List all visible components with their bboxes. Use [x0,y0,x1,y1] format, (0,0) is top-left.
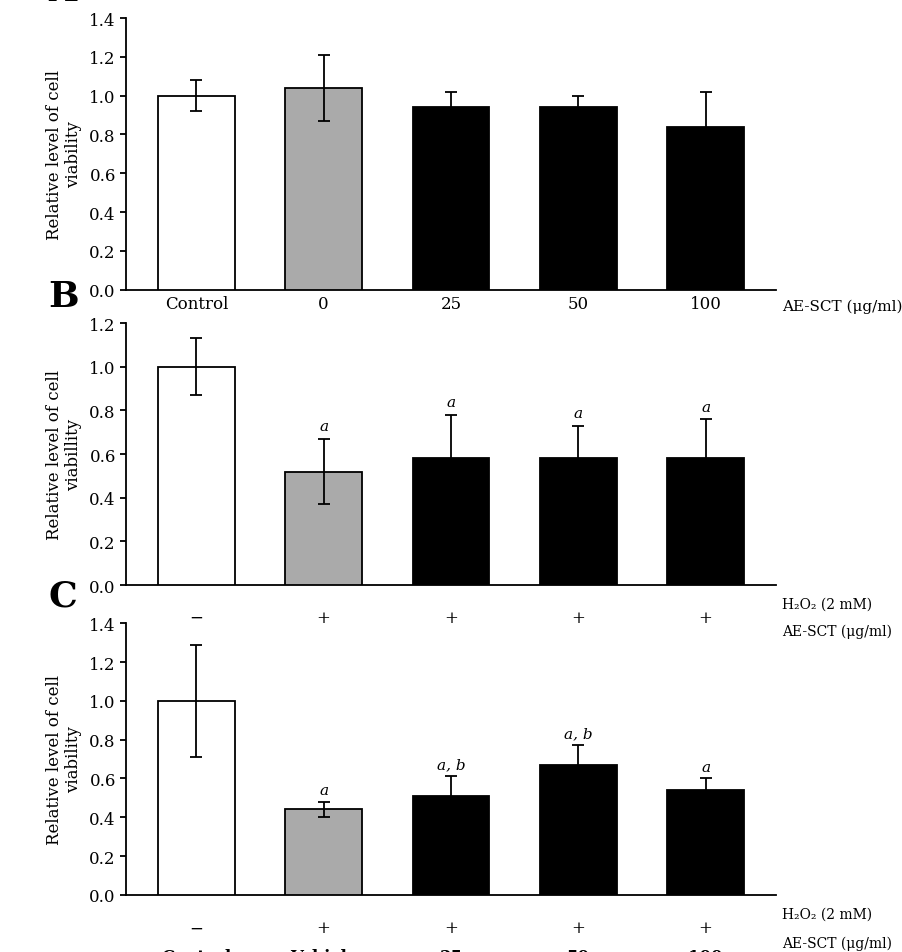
Text: a, b: a, b [564,726,593,741]
Y-axis label: Relative level of cell
viability: Relative level of cell viability [46,69,82,240]
Text: +: + [317,920,331,936]
Text: a, b: a, b [437,758,465,772]
Text: B: B [49,279,79,313]
Text: Control: Control [161,948,232,952]
Text: a: a [701,760,710,774]
Text: +: + [571,609,585,626]
Text: a: a [319,783,328,797]
Text: +: + [699,920,713,936]
Text: A: A [49,0,77,9]
Text: AE-SCT (μg/ml): AE-SCT (μg/ml) [782,935,892,949]
Bar [540,109,617,290]
Text: +: + [571,920,585,936]
Text: 50: 50 [566,637,590,653]
Y-axis label: Relative level of cell
viabillity: Relative level of cell viabillity [46,369,82,540]
Bar [540,765,617,895]
Text: −: − [189,609,203,626]
Bar [413,796,489,895]
Y-axis label: Relative level of cell
viability: Relative level of cell viability [46,674,82,844]
Text: AE-SCT (μg/ml): AE-SCT (μg/ml) [782,625,892,639]
Text: a: a [701,400,710,414]
Text: +: + [444,609,458,626]
Text: Control: Control [161,637,232,653]
Bar [158,367,235,585]
Text: 50: 50 [566,948,590,952]
Text: a: a [446,396,456,410]
Text: AE-SCT (μg/ml): AE-SCT (μg/ml) [782,300,902,314]
Bar [667,128,744,290]
Bar [667,790,744,895]
Bar [158,701,235,895]
Text: +: + [317,609,331,626]
Bar [413,109,489,290]
Bar [158,96,235,290]
Bar [285,472,362,585]
Text: H₂O₂ (2 mM): H₂O₂ (2 mM) [782,597,872,611]
Text: +: + [444,920,458,936]
Text: a: a [574,407,583,421]
Text: 25: 25 [439,948,463,952]
Text: 100: 100 [688,948,723,952]
Bar [413,459,489,585]
Bar [285,89,362,290]
Text: +: + [699,609,713,626]
Bar [667,459,744,585]
Text: a: a [319,420,328,434]
Bar [540,459,617,585]
Text: 100: 100 [688,637,723,653]
Text: C: C [49,579,77,613]
Text: −: − [189,920,203,936]
Text: Vehicle: Vehicle [290,948,357,952]
Text: Vehicle: Vehicle [290,637,357,653]
Text: H₂O₂ (2 mM): H₂O₂ (2 mM) [782,907,872,921]
Text: 25: 25 [439,637,463,653]
Bar [285,809,362,895]
